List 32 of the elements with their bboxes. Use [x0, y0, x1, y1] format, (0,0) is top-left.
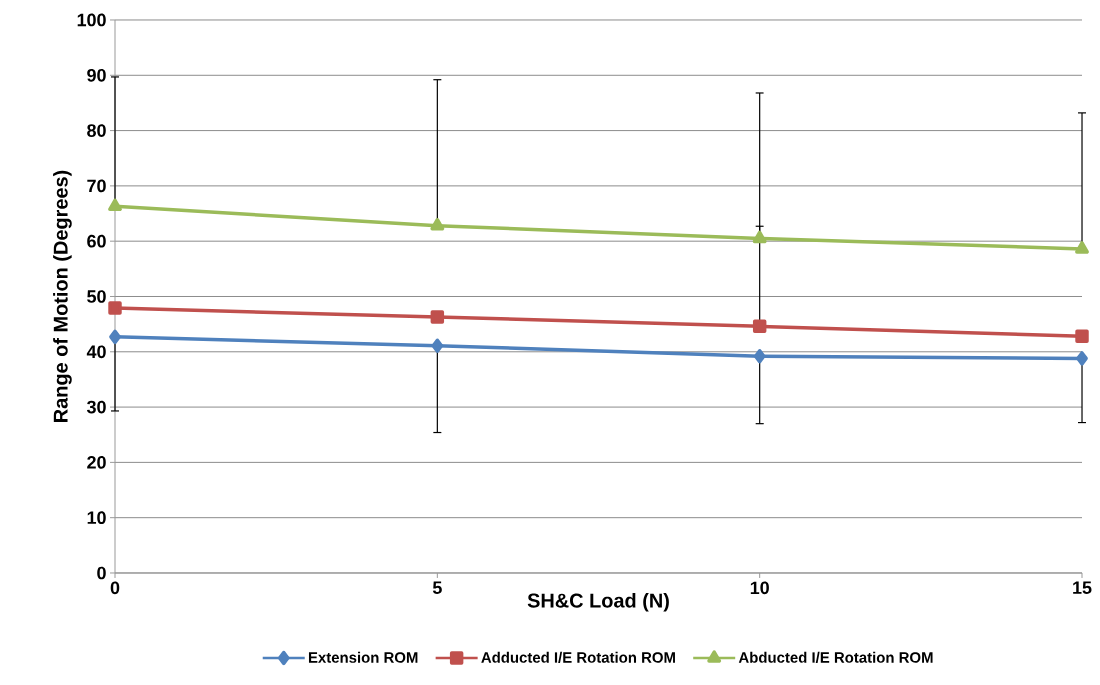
- point: [1076, 351, 1088, 366]
- point: [752, 230, 767, 244]
- point: [430, 310, 445, 324]
- y-tick-label: 10: [87, 511, 106, 525]
- point: [1075, 241, 1089, 254]
- point: [753, 348, 766, 364]
- x-tick-label: 5: [432, 581, 442, 594]
- legend-label: Extension ROM: [308, 651, 418, 663]
- x-axis-title: SH&C Load (N): [527, 593, 669, 612]
- point: [109, 329, 121, 345]
- point: [752, 319, 767, 334]
- x-tick-label: 0: [110, 581, 120, 595]
- point: [430, 217, 445, 231]
- y-axis-title: Range of Motion (Degrees): [53, 170, 72, 422]
- y-tick-label: 30: [86, 400, 106, 414]
- x-tick-label: 10: [750, 581, 769, 595]
- y-tick-label: 60: [87, 234, 106, 248]
- legend-label: Adducted I/E Rotation ROM: [481, 651, 675, 663]
- y-tick-label: 90: [87, 68, 106, 82]
- point: [108, 301, 122, 315]
- point: [108, 198, 122, 212]
- legend-label: Abducted I/E Rotation ROM: [738, 651, 933, 663]
- y-tick-label: 70: [87, 179, 106, 193]
- y-tick-label: 20: [87, 456, 106, 469]
- y-tick-label: 50: [87, 290, 106, 303]
- y-tick-label: 0: [97, 566, 106, 580]
- point: [1075, 329, 1089, 344]
- y-tick-label: 80: [87, 124, 106, 137]
- y-tick-label: 40: [86, 345, 106, 359]
- x-tick-label: 15: [1073, 581, 1092, 594]
- point: [431, 338, 444, 353]
- y-tick-label: 100: [77, 13, 106, 27]
